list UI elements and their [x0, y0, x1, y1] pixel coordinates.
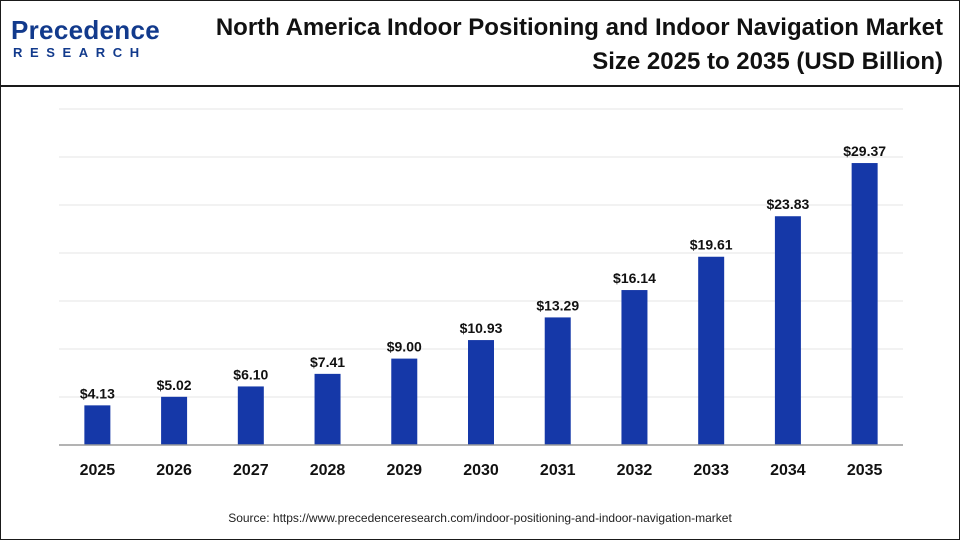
bar-2026: [161, 396, 188, 445]
bar-2029: [391, 358, 418, 445]
bar-2032: [621, 290, 648, 445]
header: Precedence RESEARCH North America Indoor…: [1, 1, 959, 87]
bar-2035: [851, 163, 878, 445]
brand-subtitle: RESEARCH: [13, 45, 147, 60]
x-tick-label-2030: 2030: [463, 462, 499, 479]
chart-title-line-2: Size 2025 to 2035 (USD Billion): [592, 48, 943, 75]
bar-value-label-2033: $19.61: [690, 237, 733, 253]
x-tick-labels: 2025 2026 2027 2028 2029 2030 2031 2032 2033 2034…: [80, 462, 883, 479]
x-tick-label-2035: 2035: [847, 462, 883, 479]
brand-logo: Precedence RESEARCH: [11, 15, 171, 65]
bar-value-label-2029: $9.00: [387, 339, 422, 355]
bar-value-label-2026: $5.02: [157, 377, 192, 393]
chart-title: North America Indoor Positioning and Ind…: [181, 11, 943, 79]
bar-2034: [774, 216, 801, 445]
x-tick-label-2028: 2028: [310, 462, 346, 479]
source-note: Source: https://www.precedenceresearch.c…: [228, 511, 732, 525]
bar-2030: [468, 340, 494, 445]
bar-value-label-2028: $7.41: [310, 354, 345, 370]
chart-title-line-1: North America Indoor Positioning and Ind…: [215, 14, 943, 41]
x-tick-label-2033: 2033: [693, 462, 729, 479]
bar-value-label-2030: $10.93: [460, 320, 503, 336]
bars: [84, 163, 878, 445]
x-tick-label-2026: 2026: [156, 462, 192, 479]
bar-2027: [237, 386, 264, 445]
x-tick-label-2027: 2027: [233, 462, 269, 479]
bar-chart: $4.13 $5.02 $6.10 $7.41 $9.00 $10.93 $13.29 $16…: [59, 108, 903, 479]
bar-2033: [698, 256, 725, 445]
bar-2025: [84, 405, 111, 445]
x-tick-label-2031: 2031: [540, 462, 576, 479]
bar-value-label-2032: $16.14: [613, 270, 656, 286]
bar-2031: [544, 317, 571, 445]
bar-value-label-2035: $29.37: [843, 143, 886, 159]
bar-value-labels: $4.13 $5.02 $6.10 $7.41 $9.00 $10.93 $13.29 $16…: [80, 143, 886, 401]
x-tick-label-2029: 2029: [386, 462, 422, 479]
x-tick-label-2025: 2025: [80, 462, 116, 479]
bar-value-label-2034: $23.83: [766, 196, 809, 212]
bar-2028: [314, 373, 341, 445]
brand-name: Precedence: [11, 15, 160, 45]
bar-value-label-2027: $6.10: [233, 366, 268, 382]
x-tick-label-2034: 2034: [770, 462, 806, 479]
bar-value-label-2031: $13.29: [536, 297, 579, 313]
x-tick-label-2032: 2032: [617, 462, 653, 479]
bar-value-label-2025: $4.13: [80, 385, 115, 401]
